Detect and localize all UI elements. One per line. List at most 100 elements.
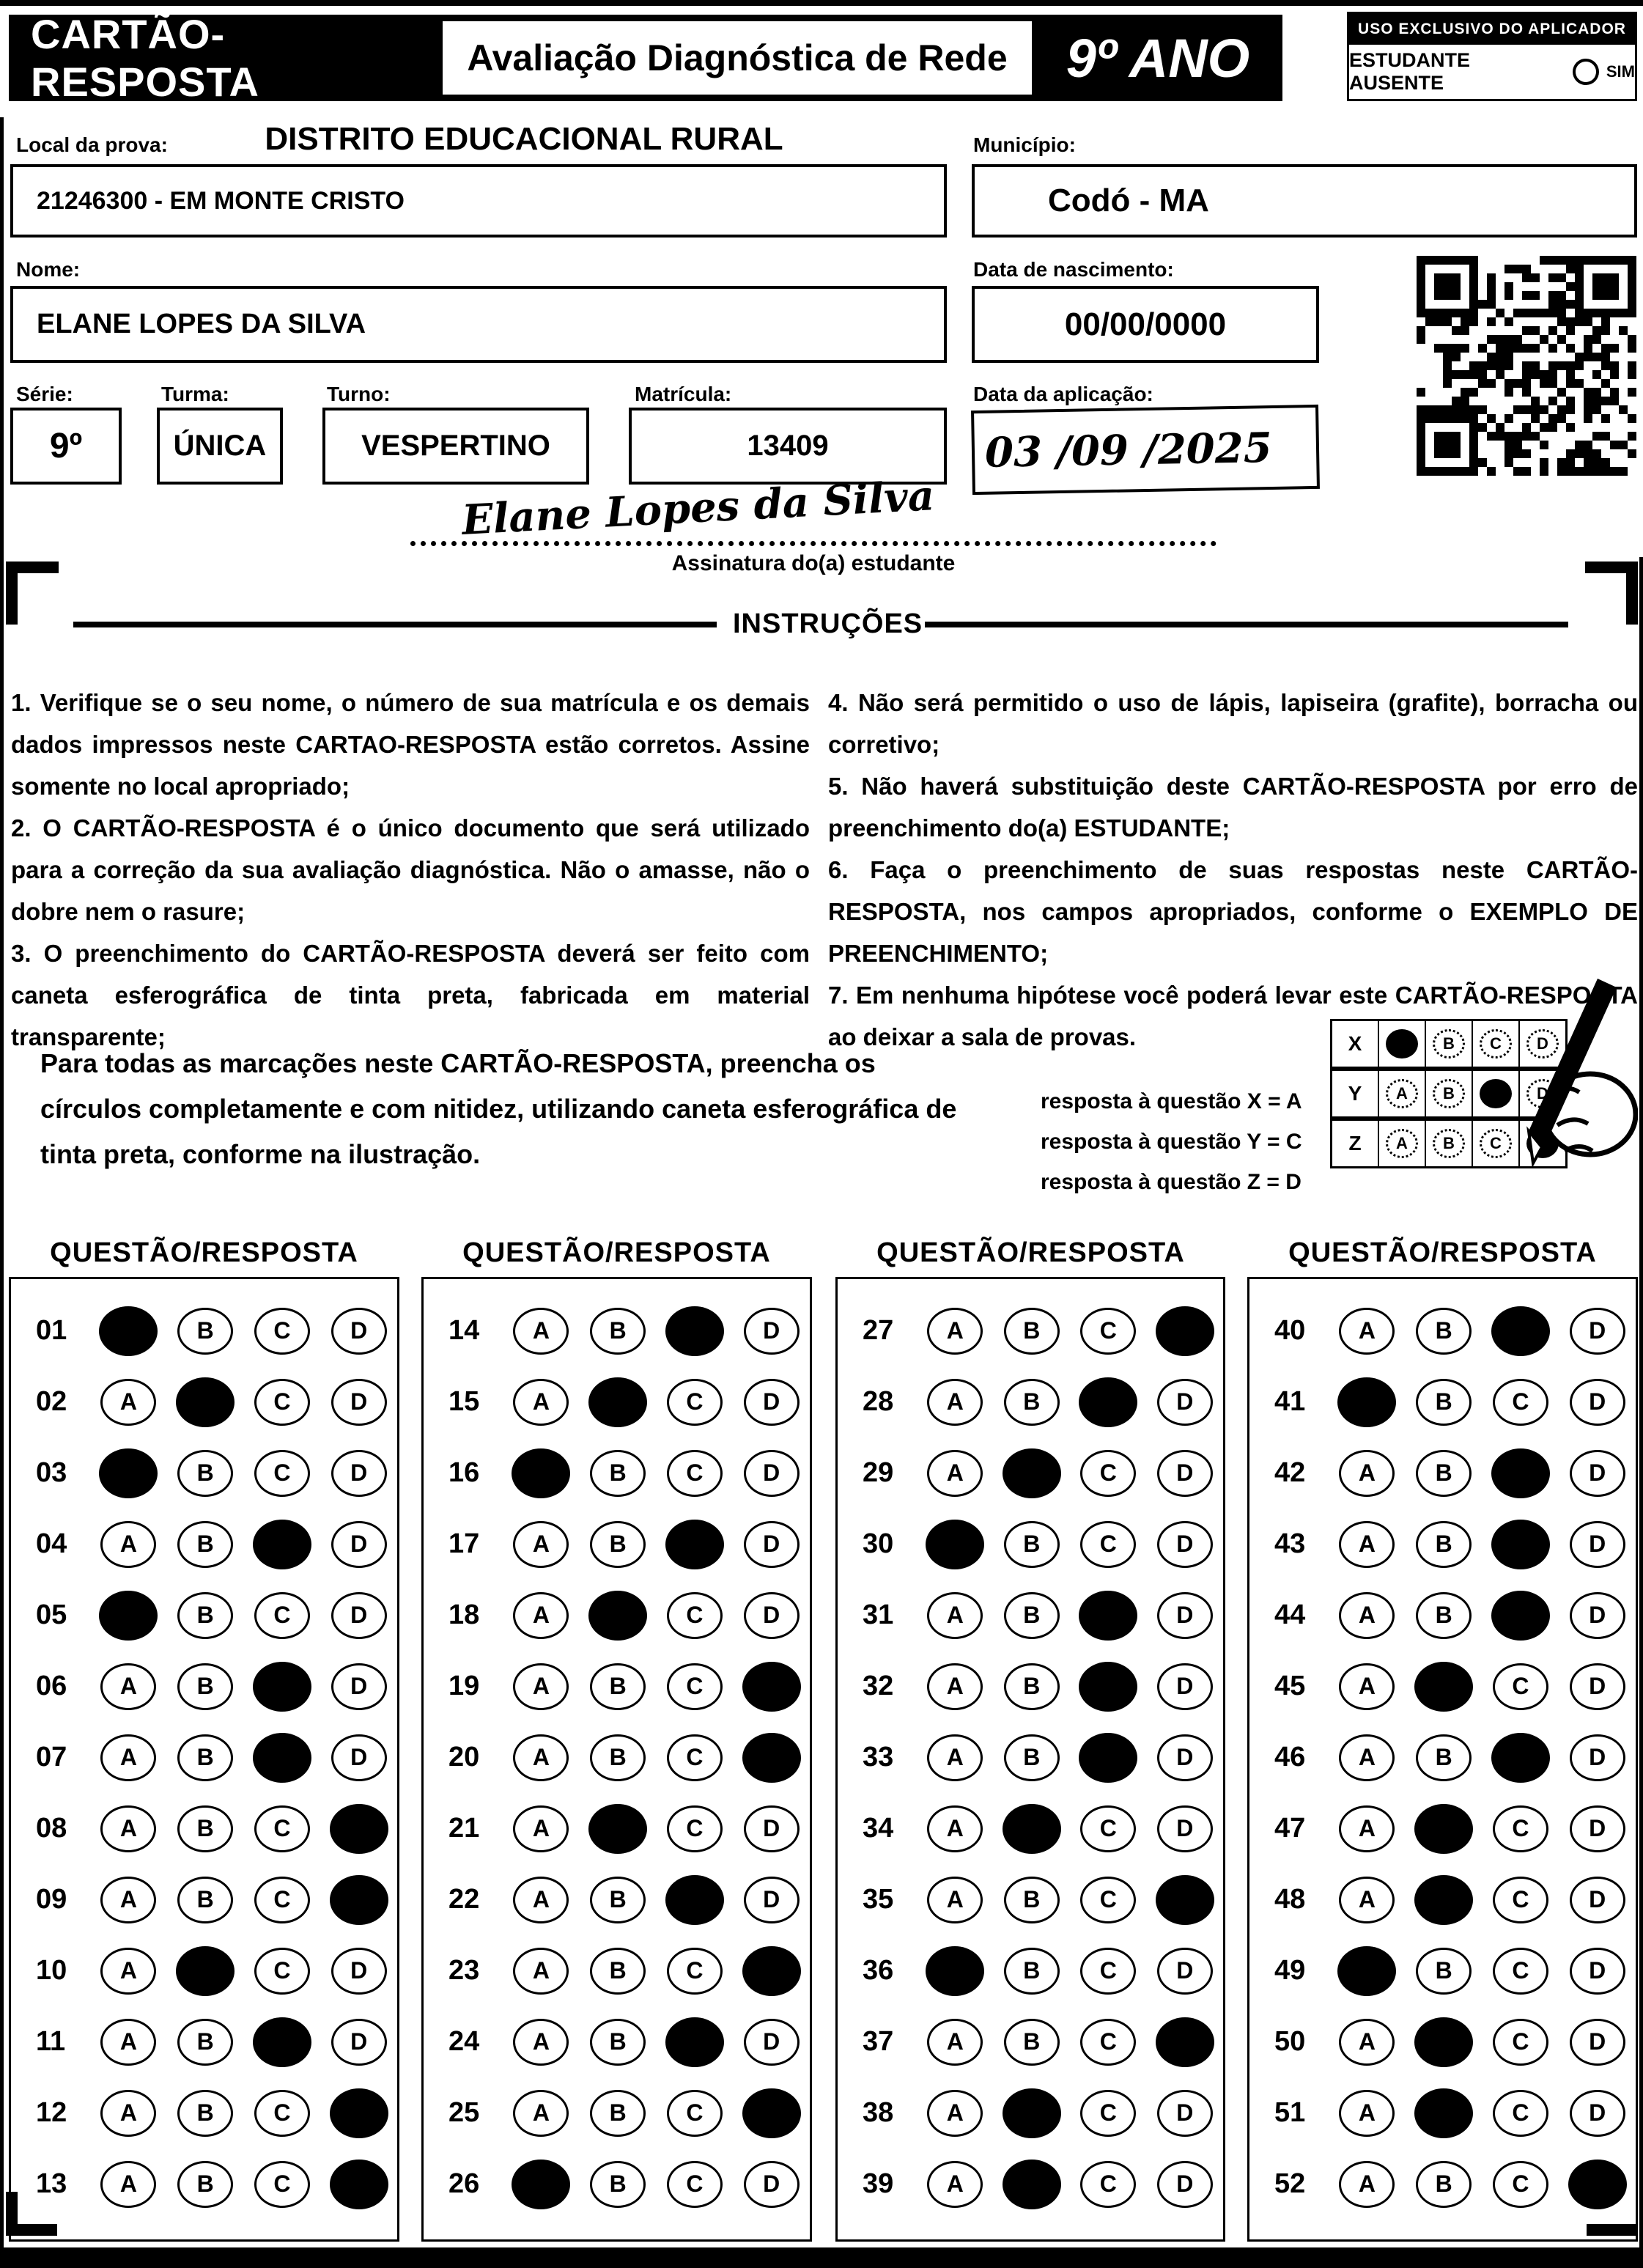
- bubble-44-B[interactable]: B: [1416, 1591, 1472, 1639]
- bubble-37-C[interactable]: C: [1080, 2018, 1137, 2066]
- bubble-16-D[interactable]: D: [743, 1449, 800, 1497]
- bubble-07-C[interactable]: [252, 1732, 311, 1783]
- bubble-12-B[interactable]: B: [177, 2089, 234, 2137]
- bubble-35-C[interactable]: C: [1080, 1876, 1137, 1923]
- bubble-06-A[interactable]: A: [100, 1663, 157, 1710]
- bubble-13-C[interactable]: C: [254, 2160, 310, 2208]
- bubble-29-D[interactable]: D: [1156, 1449, 1213, 1497]
- bubble-44-D[interactable]: D: [1569, 1591, 1625, 1639]
- bubble-49-D[interactable]: D: [1569, 1947, 1625, 1995]
- bubble-11-A[interactable]: A: [100, 2018, 157, 2066]
- bubble-38-C[interactable]: C: [1080, 2089, 1137, 2137]
- bubble-28-D[interactable]: D: [1156, 1378, 1213, 1426]
- bubble-33-D[interactable]: D: [1156, 1734, 1213, 1781]
- bubble-14-D[interactable]: D: [743, 1307, 800, 1355]
- bubble-33-C[interactable]: [1079, 1732, 1138, 1783]
- bubble-31-A[interactable]: A: [927, 1591, 983, 1639]
- bubble-14-C[interactable]: [665, 1306, 724, 1356]
- bubble-34-A[interactable]: A: [927, 1805, 983, 1852]
- bubble-21-B[interactable]: [588, 1803, 648, 1854]
- bubble-51-D[interactable]: D: [1569, 2089, 1625, 2137]
- bubble-03-C[interactable]: C: [254, 1449, 310, 1497]
- bubble-47-A[interactable]: A: [1339, 1805, 1395, 1852]
- bubble-18-A[interactable]: A: [513, 1591, 569, 1639]
- bubble-05-A[interactable]: [99, 1590, 158, 1641]
- bubble-05-D[interactable]: D: [331, 1591, 387, 1639]
- bubble-43-B[interactable]: B: [1416, 1520, 1472, 1568]
- bubble-50-A[interactable]: A: [1339, 2018, 1395, 2066]
- bubble-48-A[interactable]: A: [1339, 1876, 1395, 1923]
- bubble-43-D[interactable]: D: [1569, 1520, 1625, 1568]
- bubble-26-B[interactable]: B: [590, 2160, 646, 2208]
- bubble-47-B[interactable]: [1414, 1803, 1474, 1854]
- bubble-13-A[interactable]: A: [100, 2160, 157, 2208]
- bubble-31-D[interactable]: D: [1156, 1591, 1213, 1639]
- bubble-04-C[interactable]: [252, 1519, 311, 1569]
- bubble-24-B[interactable]: B: [590, 2018, 646, 2066]
- bubble-23-C[interactable]: C: [666, 1947, 723, 1995]
- bubble-34-D[interactable]: D: [1156, 1805, 1213, 1852]
- bubble-02-A[interactable]: A: [100, 1378, 157, 1426]
- bubble-21-C[interactable]: C: [666, 1805, 723, 1852]
- bubble-07-A[interactable]: A: [100, 1734, 157, 1781]
- bubble-41-A[interactable]: [1337, 1377, 1397, 1427]
- bubble-01-A[interactable]: [99, 1306, 158, 1356]
- bubble-09-B[interactable]: B: [177, 1876, 234, 1923]
- bubble-10-C[interactable]: C: [254, 1947, 310, 1995]
- bubble-30-D[interactable]: D: [1156, 1520, 1213, 1568]
- bubble-41-C[interactable]: C: [1492, 1378, 1548, 1426]
- bubble-44-A[interactable]: A: [1339, 1591, 1395, 1639]
- bubble-45-A[interactable]: A: [1339, 1663, 1395, 1710]
- bubble-42-B[interactable]: B: [1416, 1449, 1472, 1497]
- bubble-47-D[interactable]: D: [1569, 1805, 1625, 1852]
- bubble-25-B[interactable]: B: [590, 2089, 646, 2137]
- bubble-22-D[interactable]: D: [743, 1876, 800, 1923]
- bubble-06-D[interactable]: D: [331, 1663, 387, 1710]
- bubble-41-B[interactable]: B: [1416, 1378, 1472, 1426]
- bubble-16-A[interactable]: [512, 1448, 571, 1498]
- bubble-15-D[interactable]: D: [743, 1378, 800, 1426]
- bubble-41-D[interactable]: D: [1569, 1378, 1625, 1426]
- bubble-18-B[interactable]: [588, 1590, 648, 1641]
- bubble-20-C[interactable]: C: [666, 1734, 723, 1781]
- bubble-39-A[interactable]: A: [927, 2160, 983, 2208]
- bubble-44-C[interactable]: [1491, 1590, 1550, 1641]
- bubble-49-A[interactable]: [1337, 1945, 1397, 1996]
- bubble-32-A[interactable]: A: [927, 1663, 983, 1710]
- bubble-45-B[interactable]: [1414, 1661, 1474, 1712]
- bubble-46-A[interactable]: A: [1339, 1734, 1395, 1781]
- bubble-36-D[interactable]: D: [1156, 1947, 1213, 1995]
- bubble-03-B[interactable]: B: [177, 1449, 234, 1497]
- bubble-01-B[interactable]: B: [177, 1307, 234, 1355]
- bubble-22-B[interactable]: B: [590, 1876, 646, 1923]
- bubble-12-A[interactable]: A: [100, 2089, 157, 2137]
- bubble-49-B[interactable]: B: [1416, 1947, 1472, 1995]
- bubble-30-A[interactable]: [926, 1519, 985, 1569]
- bubble-43-C[interactable]: [1491, 1519, 1550, 1569]
- bubble-40-D[interactable]: D: [1569, 1307, 1625, 1355]
- bubble-10-B[interactable]: [176, 1945, 235, 1996]
- bubble-09-C[interactable]: C: [254, 1876, 310, 1923]
- bubble-28-B[interactable]: B: [1003, 1378, 1060, 1426]
- bubble-19-C[interactable]: C: [666, 1663, 723, 1710]
- bubble-34-C[interactable]: C: [1080, 1805, 1137, 1852]
- bubble-30-C[interactable]: C: [1080, 1520, 1137, 1568]
- bubble-15-B[interactable]: [588, 1377, 648, 1427]
- bubble-31-B[interactable]: B: [1003, 1591, 1060, 1639]
- bubble-37-A[interactable]: A: [927, 2018, 983, 2066]
- bubble-35-D[interactable]: [1155, 1874, 1214, 1925]
- bubble-23-B[interactable]: B: [590, 1947, 646, 1995]
- bubble-18-C[interactable]: C: [666, 1591, 723, 1639]
- bubble-52-D[interactable]: [1568, 2159, 1627, 2209]
- bubble-19-B[interactable]: B: [590, 1663, 646, 1710]
- bubble-29-B[interactable]: [1002, 1448, 1061, 1498]
- bubble-32-B[interactable]: B: [1003, 1663, 1060, 1710]
- bubble-23-A[interactable]: A: [513, 1947, 569, 1995]
- bubble-52-B[interactable]: B: [1416, 2160, 1472, 2208]
- bubble-15-A[interactable]: A: [513, 1378, 569, 1426]
- bubble-52-A[interactable]: A: [1339, 2160, 1395, 2208]
- bubble-37-B[interactable]: B: [1003, 2018, 1060, 2066]
- bubble-21-D[interactable]: D: [743, 1805, 800, 1852]
- bubble-36-C[interactable]: C: [1080, 1947, 1137, 1995]
- bubble-27-B[interactable]: B: [1003, 1307, 1060, 1355]
